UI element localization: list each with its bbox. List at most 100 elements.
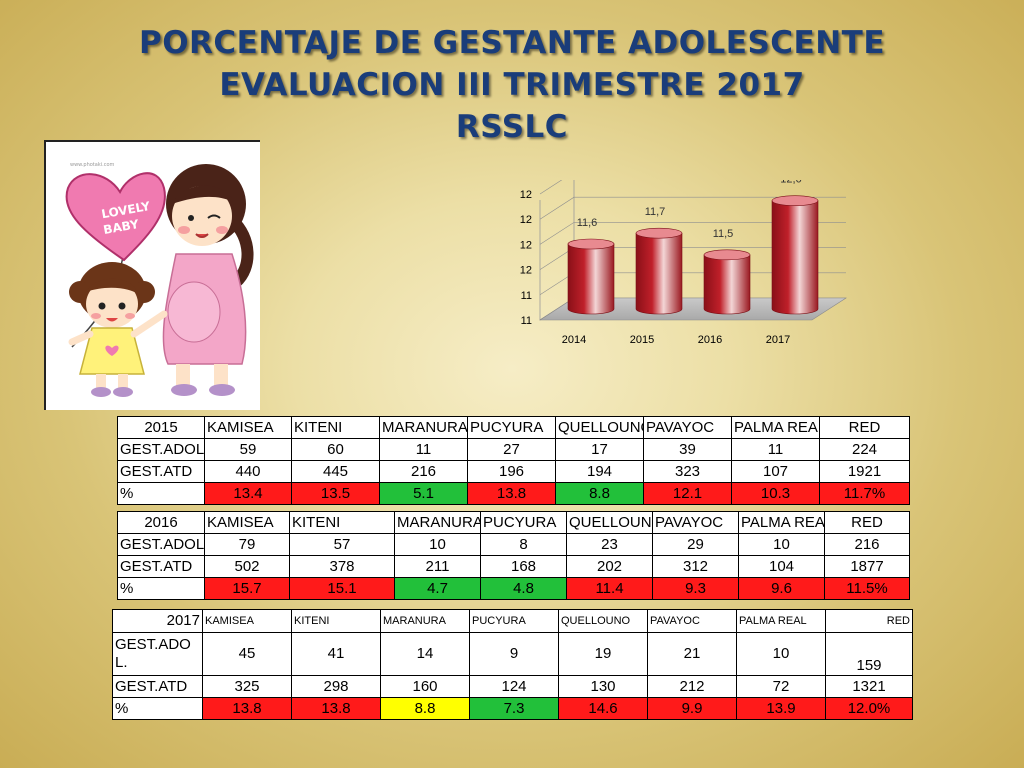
table-cell: 45 bbox=[202, 632, 292, 676]
table-2016-header-row: 2016 KAMISEA KITENI MARANURA PUCYURA QUE… bbox=[117, 511, 910, 534]
table-cell: 312 bbox=[652, 555, 739, 578]
bar-top-2017 bbox=[771, 195, 819, 206]
col-header-pucyura: PUCYURA bbox=[467, 416, 556, 439]
table-cell: 14 bbox=[380, 632, 470, 676]
bar-top-2014 bbox=[567, 238, 615, 250]
table-cell: 1921 bbox=[819, 460, 910, 483]
y-tick-label: 12 bbox=[520, 189, 532, 201]
percent-cell: 11.4 bbox=[566, 577, 653, 600]
watermark-text: www.photaki.com bbox=[70, 162, 115, 168]
table-cell: 1321 bbox=[825, 675, 913, 698]
table-cell: 168 bbox=[480, 555, 567, 578]
percent-cell: 14.6 bbox=[558, 697, 648, 720]
table-cell: 216 bbox=[379, 460, 468, 483]
percent-cell: 9.6 bbox=[738, 577, 825, 600]
percent-cell: 8.8 bbox=[380, 697, 470, 720]
row-label-gest-adol: GEST.ADOL. bbox=[117, 533, 205, 556]
col-header-palma-real: PALMA REAL bbox=[731, 416, 820, 439]
table-cell: 202 bbox=[566, 555, 653, 578]
table-cell: 196 bbox=[467, 460, 556, 483]
data-label: 11,6 bbox=[577, 217, 598, 229]
table-cell: 211 bbox=[394, 555, 481, 578]
table-cell: 60 bbox=[291, 438, 380, 461]
table-cell: 57 bbox=[289, 533, 395, 556]
percent-cell: 4.7 bbox=[394, 577, 481, 600]
table-cell: 212 bbox=[647, 675, 737, 698]
col-header-red: RED bbox=[825, 609, 913, 633]
percentage-chart: 11 11 12 12 12 12 11,6 2014 11,7 2015 11,5 2016 12,0… bbox=[500, 171, 850, 380]
title-line-2: EVALUACION III TRIMESTRE 2017 bbox=[219, 67, 805, 103]
percent-cell: 13.8 bbox=[202, 697, 292, 720]
heart-balloon-icon bbox=[65, 172, 166, 262]
table-row: GEST.ATD 440 445 216 196 194 323 107 192… bbox=[117, 460, 910, 483]
table-cell: 325 bbox=[202, 675, 292, 698]
title-line-1: PORCENTAJE DE GESTANTE ADOLESCENTE bbox=[138, 25, 885, 61]
percent-cell: 15.7 bbox=[204, 577, 290, 600]
col-header-maranura: MARANURA bbox=[380, 609, 470, 633]
table-cell: 224 bbox=[819, 438, 910, 461]
bar-2017 bbox=[771, 200, 819, 315]
col-header-kamisea: KAMISEA bbox=[204, 511, 290, 534]
percent-cell: 12.0% bbox=[825, 697, 913, 720]
table-cell: 10 bbox=[738, 533, 825, 556]
percent-cell: 13.4 bbox=[204, 482, 292, 505]
percent-cell: 13.8 bbox=[467, 482, 556, 505]
table-cell: 79 bbox=[204, 533, 290, 556]
col-header-pucyura: PUCYURA bbox=[480, 511, 567, 534]
table-cell: 59 bbox=[204, 438, 292, 461]
table-cell: 124 bbox=[469, 675, 559, 698]
table-cell: 11 bbox=[731, 438, 820, 461]
table-2017-header-row: 2017 KAMISEA KITENI MARANURA PUCYURA QUE… bbox=[112, 609, 913, 633]
table-row-percent: % 13.8 13.8 8.8 7.3 14.6 9.9 13.9 12.0% bbox=[112, 697, 913, 720]
col-header-pucyura: PUCYURA bbox=[469, 609, 559, 633]
percent-cell: 11.5% bbox=[824, 577, 910, 600]
col-header-quellouno: QUELLOUNO bbox=[558, 609, 648, 633]
table-cell: 10 bbox=[394, 533, 481, 556]
table-cell: 39 bbox=[643, 438, 732, 461]
table-year-cell: 2016 bbox=[117, 511, 205, 534]
table-cell: 8 bbox=[480, 533, 567, 556]
chart-gridline bbox=[539, 196, 846, 220]
table-cell: 298 bbox=[291, 675, 381, 698]
row-label-percent: % bbox=[112, 697, 203, 720]
table-cell: 10 bbox=[736, 632, 826, 676]
x-tick-label: 2017 bbox=[766, 334, 790, 346]
col-header-kiteni: KITENI bbox=[291, 609, 381, 633]
table-row: GEST.ADOL. 45 41 14 9 19 21 10 159 bbox=[112, 632, 913, 676]
table-cell: 216 bbox=[824, 533, 910, 556]
bar-top-2015 bbox=[635, 227, 683, 239]
table-cell: 323 bbox=[643, 460, 732, 483]
table-cell: 107 bbox=[731, 460, 820, 483]
table-cell: 11 bbox=[379, 438, 468, 461]
data-label: 11,5 bbox=[713, 228, 734, 240]
data-label: 12,0 bbox=[780, 180, 801, 186]
table-row: GEST.ATD 502 378 211 168 202 312 104 187… bbox=[117, 555, 910, 578]
col-header-maranura: MARANURA bbox=[379, 416, 468, 439]
table-row: GEST.ADOL. 79 57 10 8 23 29 10 216 bbox=[117, 533, 910, 556]
table-cell: 445 bbox=[291, 460, 380, 483]
row-label-gest-adol: GEST.ADOL. bbox=[117, 438, 205, 461]
percent-cell: 12.1 bbox=[643, 482, 732, 505]
y-tick-label: 11 bbox=[521, 290, 532, 302]
mother-daughter-illustration: LOVELY BABY bbox=[44, 140, 260, 410]
title-line-3: RSSLC bbox=[455, 109, 569, 145]
table-cell: 1877 bbox=[824, 555, 910, 578]
table-cell: 19 bbox=[558, 632, 648, 676]
y-tick-label: 12 bbox=[520, 265, 532, 277]
chart-svg: 11 11 12 12 12 12 11,6 2014 11,7 2015 11,5 2016 12,0… bbox=[520, 171, 848, 346]
percent-cell: 4.8 bbox=[480, 577, 567, 600]
table-cell: 21 bbox=[647, 632, 737, 676]
chart-floor bbox=[538, 297, 848, 321]
table-cell: 29 bbox=[652, 533, 739, 556]
percent-cell: 11.7% bbox=[819, 482, 910, 505]
col-header-palma-real: PALMA REAL bbox=[736, 609, 826, 633]
row-label-gest-atd: GEST.ATD bbox=[117, 555, 205, 578]
table-cell: 160 bbox=[380, 675, 470, 698]
table-cell: 27 bbox=[467, 438, 556, 461]
table-row-percent: % 15.7 15.1 4.7 4.8 11.4 9.3 9.6 11.5% bbox=[117, 577, 910, 600]
percent-cell: 9.3 bbox=[652, 577, 739, 600]
row-label-percent: % bbox=[117, 482, 205, 505]
table-cell: 41 bbox=[291, 632, 381, 676]
row-label-gest-atd: GEST.ATD bbox=[117, 460, 205, 483]
bar-2015 bbox=[635, 232, 683, 315]
